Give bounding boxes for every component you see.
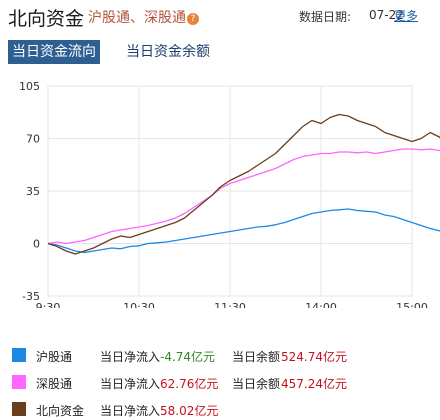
y-tick-label: 105: [19, 80, 40, 93]
x-tick-label: 14:00: [305, 301, 337, 308]
series-line: [47, 113, 440, 255]
x-tick-label: 9:30: [36, 301, 61, 308]
series-lines: [47, 113, 440, 255]
legend-swatch-hgt: [12, 348, 26, 362]
legend-flow-label: 当日净流入: [100, 404, 161, 418]
series-line: [47, 148, 440, 245]
legend-balance-value: 524.74亿元: [281, 350, 347, 364]
legend-name: 深股通: [36, 377, 73, 391]
legend-row-hgt: 沪股通 当日净流入 -4.74亿元 当日余额 524.74亿元: [0, 344, 440, 368]
date-label: 数据日期:: [299, 10, 352, 24]
legend-balance-label: 当日余额: [232, 350, 281, 364]
legend-balance-label: 当日余额: [232, 377, 281, 391]
legend-swatch-sgt: [12, 375, 26, 389]
x-tick-label: 10:30: [123, 301, 155, 308]
legend-flow-value: 62.76亿元: [160, 377, 219, 391]
tab-bar: 当日资金流向 当日资金余额: [0, 40, 440, 66]
legend-row-north: 北向资金 当日净流入 58.02亿元: [0, 398, 440, 420]
legend-flow-value: -4.74亿元: [160, 350, 216, 364]
y-axis-labels: 105 70 35 0 -35: [19, 80, 40, 303]
series-line: [47, 208, 440, 254]
legend-row-sgt: 深股通 当日净流入 62.76亿元 当日余额 457.24亿元: [0, 371, 440, 395]
x-axis-labels: 9:30 10:30 11:30 14:00 15:00: [36, 301, 428, 308]
tab-daily-balance[interactable]: 当日资金余额: [126, 44, 210, 60]
x-tick-label: 15:00: [396, 301, 428, 308]
y-tick-label: 35: [26, 185, 40, 198]
legend-swatch-north: [12, 402, 26, 416]
header: 北向资金 沪股通、深股通? 数据日期: 07-22 更多: [0, 0, 440, 32]
tab-daily-flow[interactable]: 当日资金流向: [8, 40, 100, 64]
legend-flow-label: 当日净流入: [100, 350, 161, 364]
question-icon[interactable]: ?: [187, 13, 199, 25]
more-link[interactable]: 更多: [394, 9, 419, 23]
flow-chart: 105 70 35 0 -35 9:30 10:30 11:30 14:00 15:00: [19, 80, 440, 308]
legend-flow-value: 58.02亿元: [160, 404, 219, 418]
page-title: 北向资金: [8, 8, 85, 30]
legend-name: 沪股通: [36, 350, 73, 364]
chart-grid: [47, 85, 413, 297]
date-value: 07-22: [369, 8, 404, 22]
sub-links[interactable]: 沪股通、深股通?: [88, 7, 199, 27]
y-tick-label: 70: [26, 133, 40, 146]
x-tick-label: 11:30: [214, 301, 246, 308]
y-tick-label: -35: [22, 290, 40, 303]
y-tick-label: 0: [33, 238, 40, 251]
sub-links-text[interactable]: 沪股通、深股通: [88, 10, 186, 26]
legend-balance-value: 457.24亿元: [281, 377, 347, 391]
legend-name: 北向资金: [36, 404, 85, 418]
legend-flow-label: 当日净流入: [100, 377, 161, 391]
